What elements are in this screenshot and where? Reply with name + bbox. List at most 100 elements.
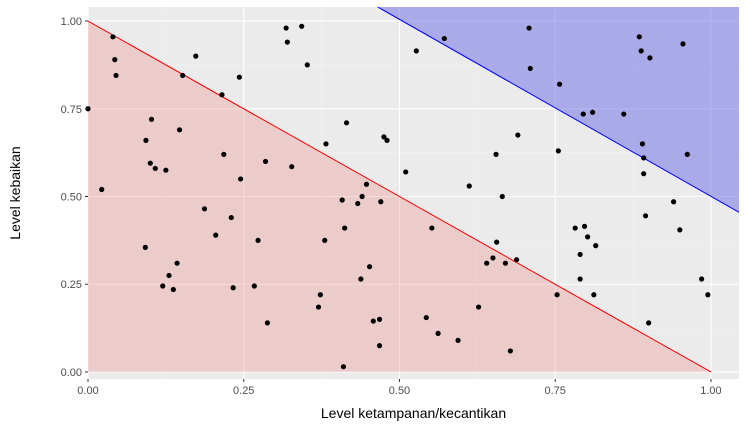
upper-boundary-line <box>377 6 740 213</box>
data-point <box>363 181 370 187</box>
data-point <box>112 57 118 63</box>
data-point <box>359 193 365 200</box>
data-point <box>641 155 647 161</box>
data-point <box>376 316 383 322</box>
data-point <box>494 239 500 245</box>
data-point <box>148 116 155 122</box>
x-tick-label: 0.00 <box>77 385 98 397</box>
data-point <box>581 223 588 229</box>
data-point <box>647 55 653 61</box>
y-axis: 0.00 0.25 0.50 0.75 1.00 <box>61 16 88 379</box>
data-point <box>238 176 244 182</box>
data-point <box>572 225 578 231</box>
data-point <box>413 48 419 54</box>
data-point <box>193 53 199 59</box>
major-gridlines <box>87 7 739 379</box>
data-point <box>441 35 447 42</box>
data-point <box>423 314 429 321</box>
y-tick-label: 0.25 <box>61 279 82 291</box>
data-point <box>180 72 186 79</box>
data-point <box>526 25 532 31</box>
data-point <box>484 260 490 266</box>
data-point <box>99 186 105 193</box>
data-point <box>110 34 116 40</box>
data-point <box>680 41 686 47</box>
data-point <box>455 337 461 343</box>
data-point <box>515 132 521 138</box>
data-point <box>429 225 435 231</box>
data-point <box>160 283 166 289</box>
data-point <box>684 151 690 157</box>
data-point <box>163 167 169 173</box>
data-point <box>585 234 591 240</box>
data-point <box>639 141 646 147</box>
data-point <box>219 92 225 98</box>
data-point <box>170 286 176 293</box>
data-point <box>378 199 384 205</box>
data-point <box>507 348 513 354</box>
data-point <box>113 72 119 79</box>
data-point <box>262 158 269 165</box>
y-tick-label: 0.75 <box>61 104 82 116</box>
data-point <box>593 243 599 249</box>
data-point <box>284 39 290 45</box>
data-point <box>213 232 219 238</box>
data-point <box>343 120 350 126</box>
data-point <box>621 111 627 117</box>
data-point <box>376 343 383 349</box>
data-point <box>339 197 345 203</box>
data-point <box>555 148 561 154</box>
x-tick-label: 0.50 <box>389 385 410 397</box>
data-point <box>641 171 647 177</box>
x-tick-label: 1.00 <box>700 385 721 397</box>
data-point <box>299 23 305 29</box>
x-tick-label: 0.75 <box>545 385 566 397</box>
data-point <box>646 320 652 326</box>
data-point <box>230 285 236 291</box>
data-point <box>466 183 472 189</box>
data-point <box>315 304 322 310</box>
data-point <box>255 237 261 243</box>
data-point <box>381 134 387 140</box>
data-point <box>514 257 520 263</box>
data-point <box>201 206 208 212</box>
data-point <box>699 276 705 282</box>
data-point <box>556 81 563 87</box>
data-point <box>340 364 347 370</box>
data-point <box>289 164 295 170</box>
data-point <box>174 260 180 266</box>
data-point <box>638 48 644 54</box>
data-points <box>85 23 711 370</box>
data-point <box>554 292 560 298</box>
data-point <box>251 283 257 289</box>
data-point <box>384 137 390 143</box>
data-point <box>143 137 149 143</box>
data-point <box>355 200 361 207</box>
data-point <box>323 141 329 147</box>
data-point <box>636 34 642 40</box>
data-point <box>152 165 158 172</box>
data-point <box>366 264 373 270</box>
data-point <box>370 318 376 324</box>
data-point <box>527 65 533 72</box>
data-point <box>591 292 597 298</box>
data-point <box>580 111 586 117</box>
data-point <box>476 304 482 310</box>
data-point <box>705 292 711 298</box>
x-tick-label: 0.25 <box>233 385 254 397</box>
data-point <box>142 244 148 250</box>
data-point <box>358 276 364 282</box>
data-point <box>166 272 172 279</box>
y-tick-label: 0.50 <box>61 192 82 204</box>
y-axis-title: Level kebaikan <box>7 146 23 239</box>
x-axis-title: Level ketampanan/kecantikan <box>321 405 506 421</box>
data-point <box>317 292 323 298</box>
data-point <box>228 214 234 221</box>
data-point <box>304 62 310 68</box>
data-point <box>283 25 289 31</box>
data-point <box>236 74 242 80</box>
data-point <box>670 199 677 205</box>
data-point <box>502 260 508 266</box>
